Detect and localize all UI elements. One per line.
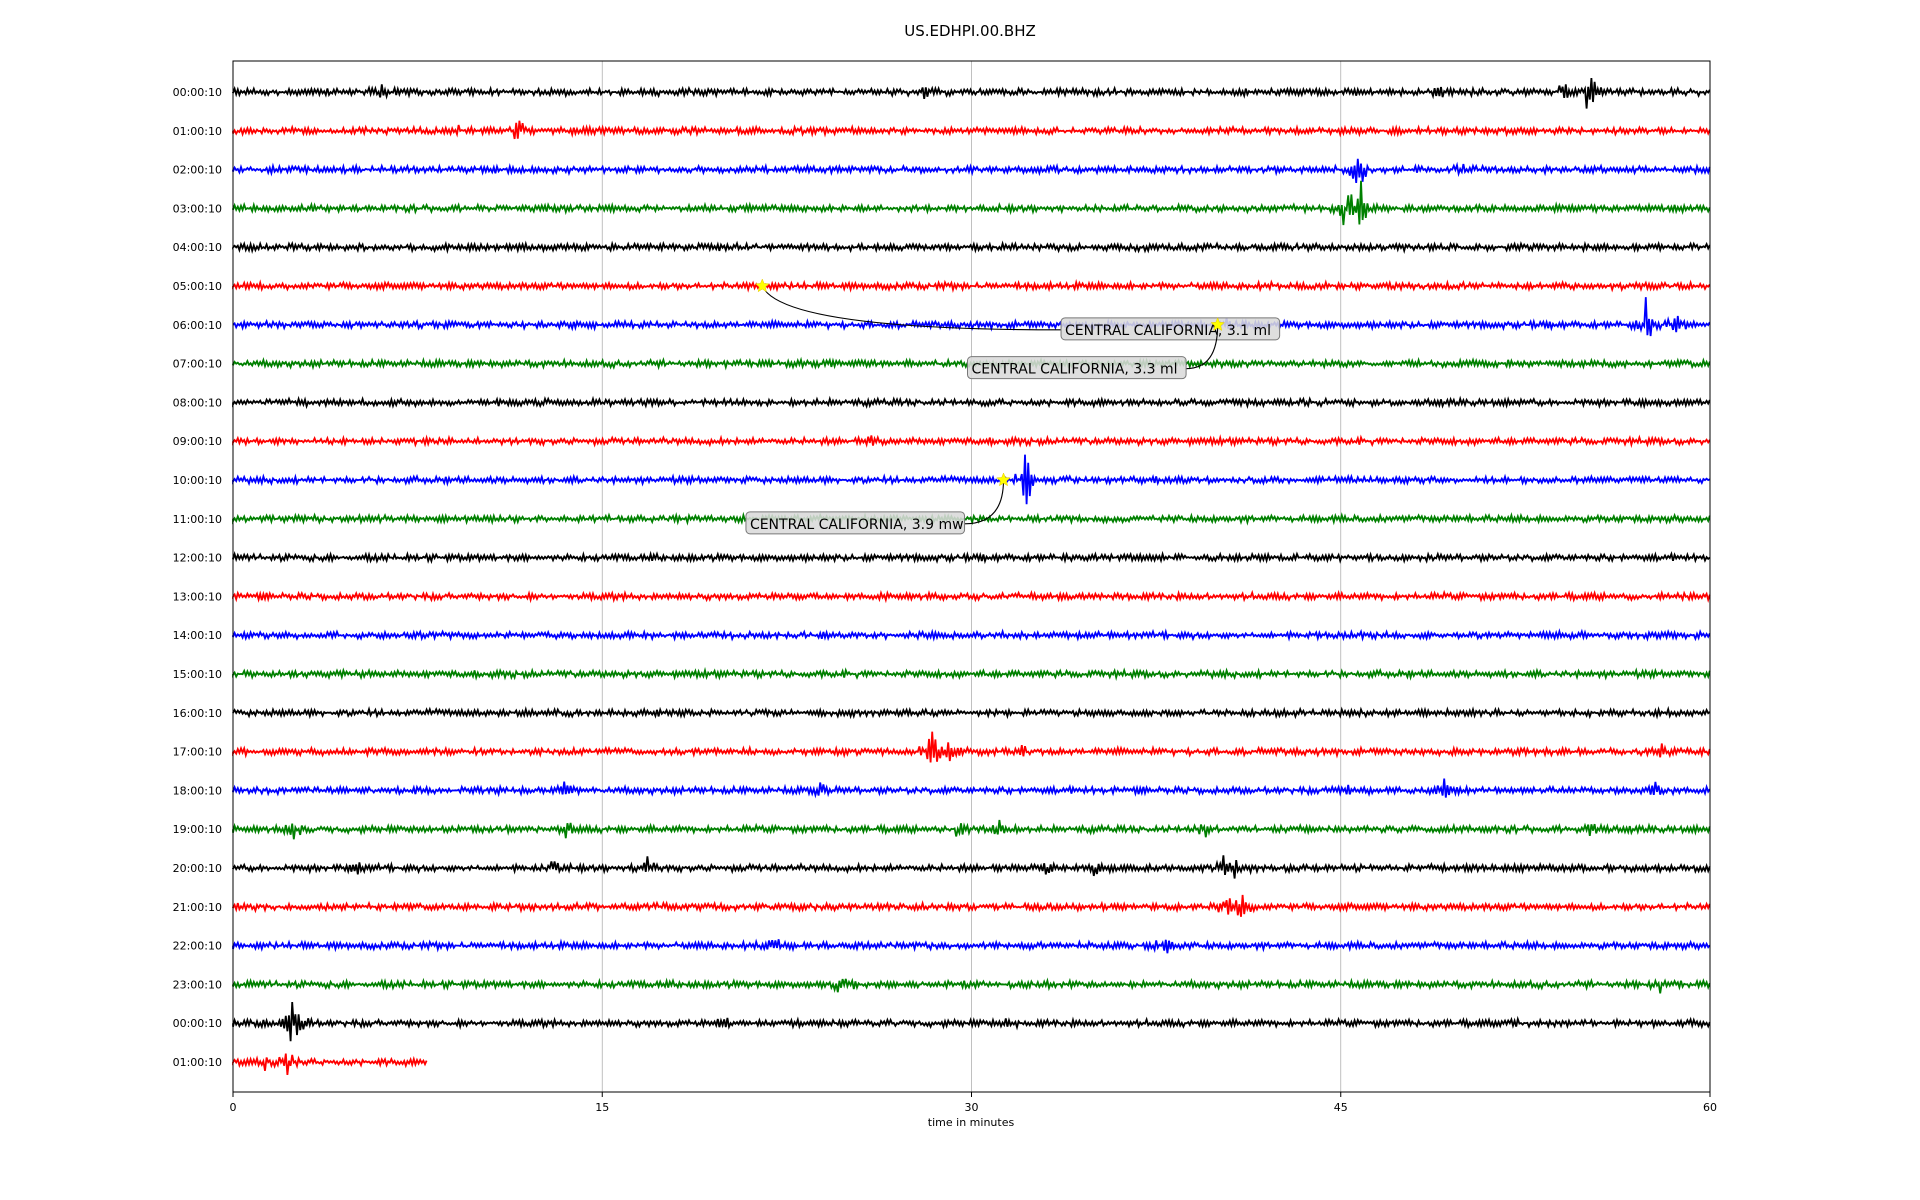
row-time-label: 00:00:10 [173,86,222,99]
event-connector [761,285,1062,331]
seismic-trace [232,158,1711,183]
event-label: CENTRAL CALIFORNIA, 3.3 ml [972,362,1178,378]
row-time-label: 20:00:10 [173,862,222,875]
event-star-marker [754,278,770,293]
seismic-trace [232,240,1711,255]
grid-lines [601,61,1342,1092]
seismic-trace [232,454,1711,505]
row-time-label: 12:00:10 [173,552,222,565]
row-time-label: 01:00:10 [173,1056,222,1069]
seismic-trace [232,297,1711,337]
x-tick-label: 45 [1334,1101,1348,1114]
event-annotations: CENTRAL CALIFORNIA, 3.1 ml CENTRAL CALIFO… [745,278,1281,535]
event-star-marker [1210,317,1225,332]
seismic-trace [232,628,1711,642]
row-time-label: 19:00:10 [173,823,222,836]
seismic-trace [232,705,1711,720]
plot-frame [232,60,1711,1093]
row-time-label: 13:00:10 [173,590,222,603]
x-tick-label: 30 [965,1101,979,1114]
row-time-label: 08:00:10 [173,396,222,409]
seismic-trace [232,938,1711,954]
row-time-label: 02:00:10 [173,164,222,177]
seismic-trace [232,666,1711,681]
event-label-box [1060,317,1281,341]
seismic-trace [232,819,1711,840]
row-time-labels: 00:00:10 01:00:10 02:00:10 03:00:10 04:00:10… [173,86,222,1069]
row-time-label: 21:00:10 [173,901,222,914]
x-axis-label: time in minutes [928,1116,1015,1129]
x-tick-label: 15 [595,1101,609,1114]
seismic-trace [232,180,1711,226]
seismic-trace [232,977,1711,994]
trace-group [232,78,1711,1076]
x-tick-label: 60 [1703,1101,1717,1114]
seismic-trace [232,855,1711,879]
seismic-trace [232,511,1711,526]
event-star-marker [996,472,1011,487]
seismic-trace [232,434,1711,449]
seismic-trace [232,778,1711,799]
row-time-label: 11:00:10 [173,513,222,526]
row-time-label: 17:00:10 [173,746,222,759]
row-time-label: 00:00:10 [173,1017,222,1030]
row-time-label: 03:00:10 [173,202,222,215]
row-time-label: 22:00:10 [173,940,222,953]
x-tick-label: 0 [230,1101,237,1114]
event-label-box [745,511,966,535]
seismic-trace [232,395,1711,410]
x-axis: 0 15 30 45 60 [230,1092,1717,1114]
event-label: CENTRAL CALIFORNIA, 3.1 ml [1065,323,1271,339]
seismic-trace [232,731,1711,763]
row-time-label: 07:00:10 [173,358,222,371]
row-time-label: 10:00:10 [173,474,222,487]
row-time-label: 04:00:10 [173,241,222,254]
row-time-label: 01:00:10 [173,125,222,138]
seismic-trace [232,1001,1711,1042]
row-time-label: 09:00:10 [173,435,222,448]
row-time-label: 23:00:10 [173,978,222,991]
event-label-box [967,356,1187,380]
seismic-trace [232,120,1711,140]
seismic-trace [232,78,1711,109]
row-time-label: 05:00:10 [173,280,222,293]
seismic-trace [232,550,1711,565]
event-connector [964,479,1005,525]
seismic-trace [232,278,1711,294]
event-label: CENTRAL CALIFORNIA, 3.9 mw [750,517,964,533]
row-time-label: 18:00:10 [173,784,222,797]
seismic-trace [232,589,1711,604]
seismic-trace [232,894,1711,917]
event-connector [1186,324,1219,370]
chart-title: US.EDHPI.00.BHZ [904,22,1036,40]
row-time-label: 14:00:10 [173,629,222,642]
row-time-label: 06:00:10 [173,319,222,332]
row-time-label: 16:00:10 [173,707,222,720]
seismic-trace [232,1053,428,1076]
row-time-label: 15:00:10 [173,668,222,681]
